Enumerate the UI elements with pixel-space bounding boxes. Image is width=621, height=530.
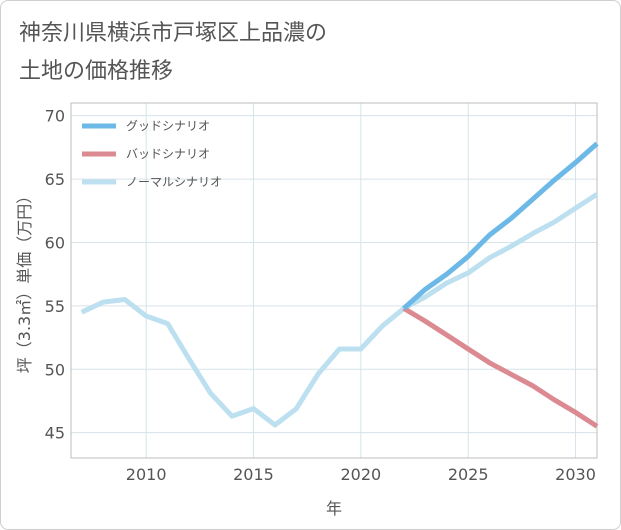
legend-label-1: グッドシナリオ <box>126 119 210 133</box>
series-layer <box>80 141 599 429</box>
y-tick-label: 70 <box>45 107 65 126</box>
y-tick-label: 60 <box>45 233 65 252</box>
y-tick-label: 55 <box>45 297 65 316</box>
x-tick-label: 2020 <box>340 465 381 484</box>
grid <box>71 103 597 458</box>
x-tick-label: 2010 <box>126 465 167 484</box>
plot-area <box>70 102 598 459</box>
x-tick-label: 2030 <box>555 465 596 484</box>
x-tick-label: 2025 <box>448 465 489 484</box>
y-axis-label: 坪（3.3㎡）単価（万円） <box>15 188 34 373</box>
x-axis-label: 年 <box>326 499 342 518</box>
chart-title: 神奈川県横浜市戸塚区上品濃の 土地の価格推移 <box>19 21 328 84</box>
y-tick-label: 50 <box>45 360 65 379</box>
legend-label-3: ノーマルシナリオ <box>126 175 222 189</box>
legend-label-2: バッドシナリオ <box>126 147 210 161</box>
x-tick-label: 2015 <box>233 465 274 484</box>
y-tick-label: 45 <box>45 424 65 443</box>
axis-ticks: 2010 2015 2020 2025 2030 45 50 55 60 65 70 <box>45 107 596 484</box>
series-line-3 <box>80 192 599 428</box>
series-line-2 <box>402 306 599 429</box>
series-line-1 <box>402 141 599 311</box>
y-tick-label: 65 <box>45 170 65 189</box>
